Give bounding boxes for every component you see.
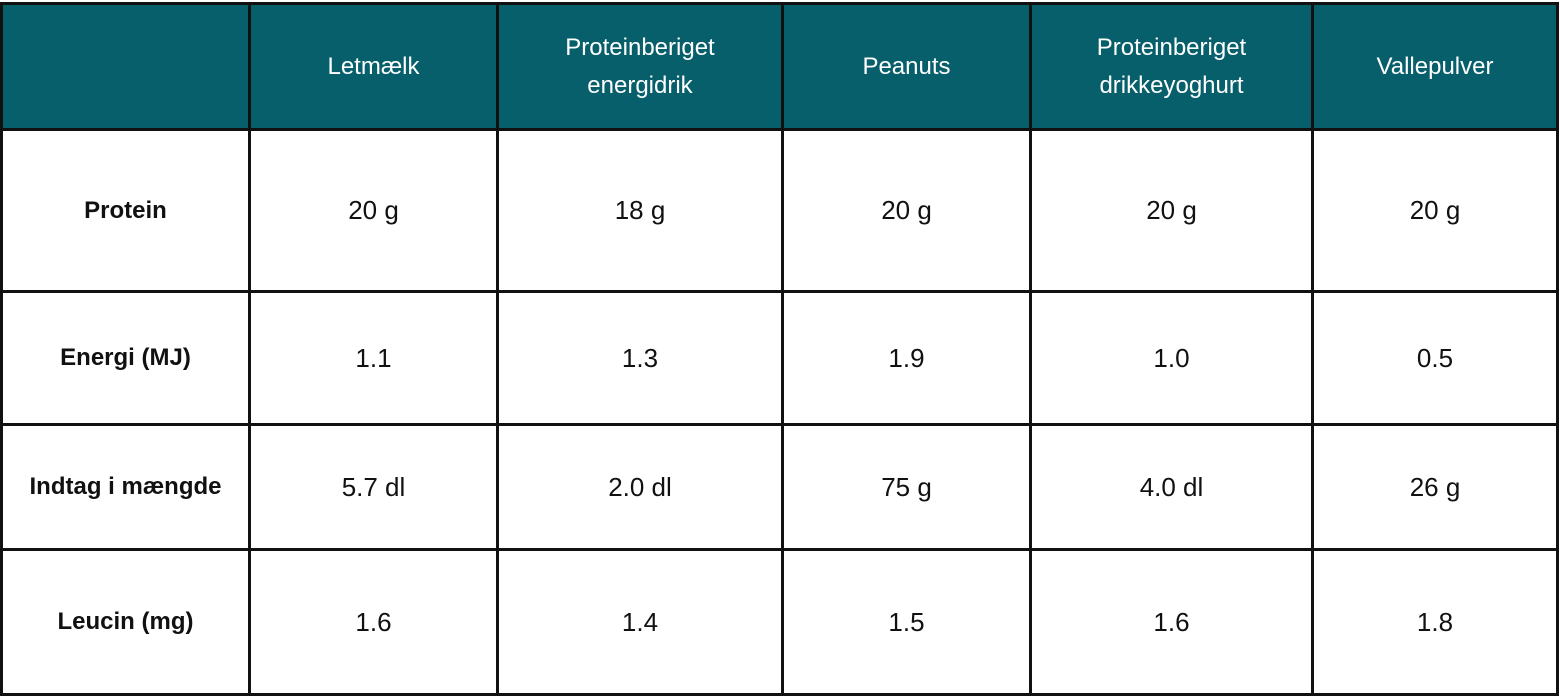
column-header-drikkeyoghurt: Proteinberiget drikkeyoghurt: [1029, 2, 1314, 131]
column-header-label: Peanuts: [862, 52, 951, 80]
table-cell: 1.5: [781, 548, 1032, 696]
column-header-letmaelk: Letmælk: [248, 2, 499, 131]
table-cell: 26 g: [1311, 423, 1559, 551]
column-header-label: Proteinberiget energidrik: [565, 33, 715, 99]
table-cell: 18 g: [496, 128, 784, 293]
table-cell: 20 g: [781, 128, 1032, 293]
table-cell: 0.5: [1311, 290, 1559, 426]
table-row-protein: Protein 20 g 18 g 20 g 20 g 20 g: [0, 128, 1559, 293]
header-corner-cell: [0, 2, 251, 131]
table-cell: 1.0: [1029, 290, 1314, 426]
row-label-energi: Energi (MJ): [0, 290, 251, 426]
row-label-protein: Protein: [0, 128, 251, 293]
row-label-indtag: Indtag i mængde: [0, 423, 251, 551]
column-header-label: Letmælk: [327, 52, 420, 80]
table-cell: 1.1: [248, 290, 499, 426]
table-cell: 20 g: [248, 128, 499, 293]
table-row-leucin: Leucin (mg) 1.6 1.4 1.5 1.6 1.8: [0, 548, 1559, 696]
table-cell: 1.9: [781, 290, 1032, 426]
table-cell: 20 g: [1029, 128, 1314, 293]
column-header-label: Vallepulver: [1376, 52, 1494, 80]
column-header-energidrik: Proteinberiget energidrik: [496, 2, 784, 131]
table-header-row: Letmælk Proteinberiget energidrik Peanut…: [0, 2, 1559, 131]
table-cell: 1.4: [496, 548, 784, 696]
table-cell: 20 g: [1311, 128, 1559, 293]
table-row-indtag: Indtag i mængde 5.7 dl 2.0 dl 75 g 4.0 d…: [0, 423, 1559, 551]
table-cell: 1.3: [496, 290, 784, 426]
table-cell: 5.7 dl: [248, 423, 499, 551]
column-header-peanuts: Peanuts: [781, 2, 1032, 131]
table-row-energi: Energi (MJ) 1.1 1.3 1.9 1.0 0.5: [0, 290, 1559, 426]
row-label-leucin: Leucin (mg): [0, 548, 251, 696]
table-cell: 1.6: [248, 548, 499, 696]
table-cell: 4.0 dl: [1029, 423, 1314, 551]
column-header-vallepulver: Vallepulver: [1311, 2, 1559, 131]
table-cell: 1.8: [1311, 548, 1559, 696]
column-header-label: Proteinberiget drikkeyoghurt: [1096, 33, 1247, 99]
table-cell: 2.0 dl: [496, 423, 784, 551]
table-cell: 1.6: [1029, 548, 1314, 696]
table-cell: 75 g: [781, 423, 1032, 551]
